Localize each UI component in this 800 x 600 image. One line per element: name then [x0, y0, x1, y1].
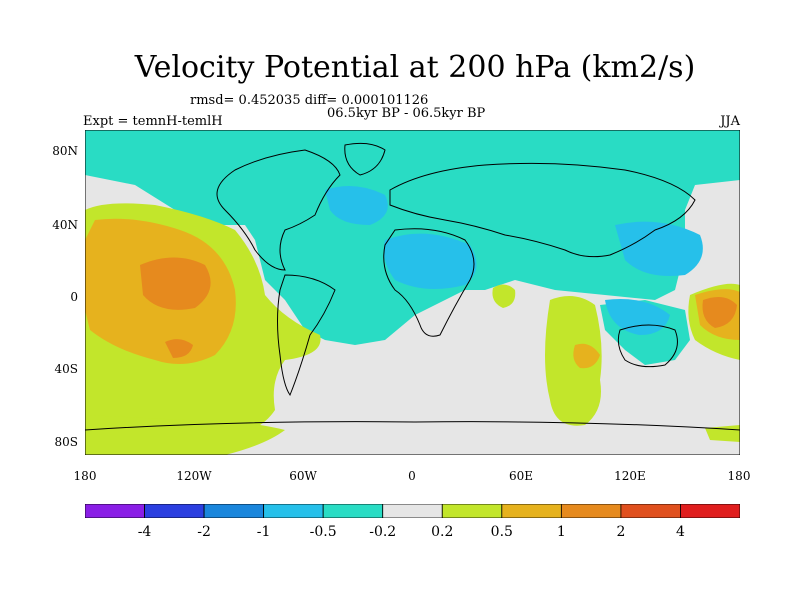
negative-core-africa [383, 233, 477, 289]
colorbar-label: 0.2 [431, 524, 454, 540]
coast-greenland [344, 142, 386, 176]
positive-max-wpacific [702, 296, 737, 328]
negative-core-asia [615, 221, 703, 276]
colorbar-swatch [501, 504, 562, 518]
colorbar-swatch [620, 504, 681, 518]
colorbar [85, 504, 740, 518]
lon-tick-0: 0 [408, 469, 416, 483]
velocity-potential-map [85, 130, 740, 455]
positive-region-indian [545, 296, 602, 426]
colorbar-swatch [441, 504, 503, 518]
colorbar-swatch [203, 504, 265, 518]
coast-eurasia [389, 162, 696, 258]
stats-label: rmsd= 0.452035 diff= 0.000101126 [190, 93, 429, 108]
lon-tick-60w: 60W [289, 469, 317, 483]
lat-tick-0: 0 [70, 290, 78, 304]
lon-tick-180w: 180 [73, 469, 97, 483]
experiment-label: Expt = temnH-temlH [83, 114, 223, 129]
lon-tick-60e: 60E [508, 469, 534, 483]
map-title: Velocity Potential at 200 hPa (km2/s) [134, 50, 696, 85]
coast-antarctica [85, 421, 740, 431]
coast-south-america [277, 274, 336, 397]
colorbar-label: 0.5 [490, 524, 513, 540]
positive-region-africa [492, 284, 516, 308]
colorbar-swatch [144, 504, 205, 518]
lat-tick-40n: 40N [52, 218, 78, 232]
subtitle-label: 06.5kyr BP - 06.5kyr BP [327, 106, 486, 121]
colorbar-swatch [680, 504, 740, 518]
positive-max-pacific-s [165, 339, 193, 358]
lon-tick-120e: 120E [614, 469, 646, 483]
colorbar-label: 2 [616, 524, 626, 540]
coast-australia [617, 324, 678, 368]
coastlines [85, 142, 740, 431]
colorbar-swatch [560, 504, 622, 518]
lat-tick-80n: 80N [52, 144, 78, 158]
colorbar-swatch [382, 504, 443, 518]
positive-core-indian [573, 343, 600, 369]
colorbar-label: -0.5 [309, 524, 337, 540]
lat-tick-80s: 80S [54, 435, 79, 449]
colorbar-label: 4 [675, 524, 685, 540]
positive-region-antarctic [85, 415, 285, 455]
colorbar-swatch [263, 504, 324, 518]
colorbar-swatch [322, 504, 384, 518]
lat-tick-40s: 40S [54, 362, 79, 376]
colorbar-label: -2 [197, 524, 211, 540]
colorbar-swatch [85, 504, 145, 518]
coast-north-america [216, 149, 341, 271]
season-label: JJA [720, 114, 740, 129]
colorbar-label: -1 [256, 524, 271, 540]
positive-max-pacific [140, 257, 211, 310]
coast-africa [383, 228, 475, 337]
colorbar-label: -0.2 [369, 524, 397, 540]
negative-core-atlantic [325, 186, 388, 225]
lon-tick-120w: 120W [176, 469, 212, 483]
colorbar-label: 1 [556, 524, 566, 540]
lon-tick-180e: 180 [727, 469, 751, 483]
negative-core-indonesia [605, 299, 670, 335]
colorbar-label: -4 [137, 524, 152, 540]
